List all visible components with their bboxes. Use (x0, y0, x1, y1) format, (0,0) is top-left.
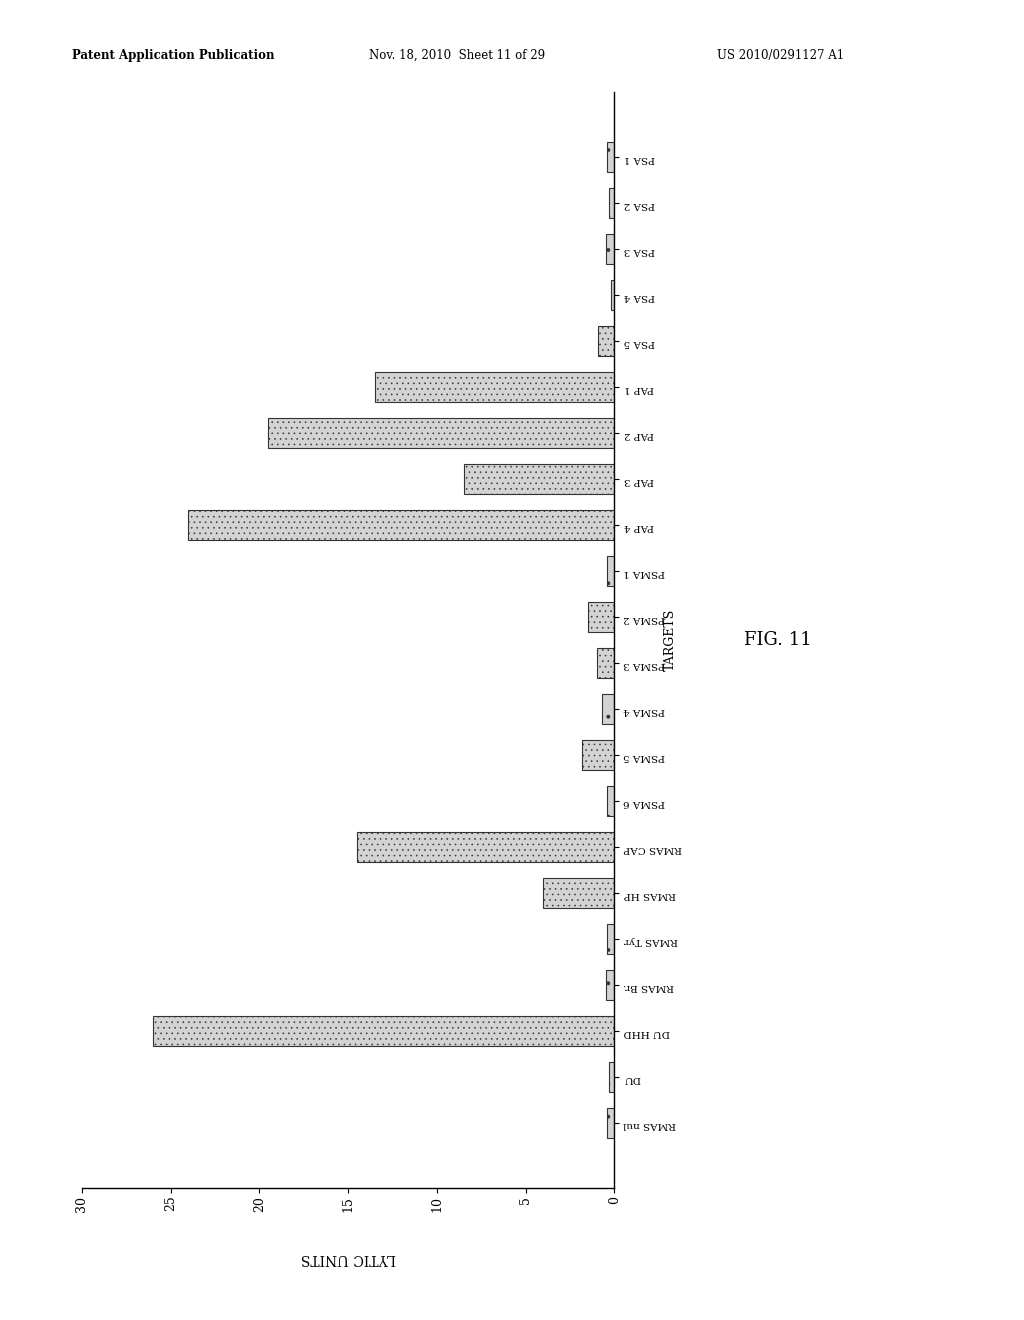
Bar (598, 326, 614, 356)
Bar (605, 970, 614, 1001)
Bar (607, 556, 614, 586)
Bar (609, 1063, 614, 1092)
Bar (607, 143, 614, 172)
Text: FIG. 11: FIG. 11 (744, 631, 812, 649)
Bar (464, 465, 614, 494)
Bar (268, 418, 614, 447)
Bar (607, 924, 614, 954)
Bar (602, 694, 614, 725)
Bar (611, 280, 614, 310)
Bar (607, 787, 614, 816)
Text: Nov. 18, 2010  Sheet 11 of 29: Nov. 18, 2010 Sheet 11 of 29 (369, 49, 545, 62)
Bar (609, 189, 614, 218)
Text: Patent Application Publication: Patent Application Publication (72, 49, 274, 62)
Bar (583, 741, 614, 770)
Bar (605, 234, 614, 264)
Text: TARGETS: TARGETS (665, 609, 677, 672)
Bar (188, 511, 614, 540)
Bar (357, 833, 614, 862)
Bar (597, 648, 614, 678)
Bar (588, 602, 614, 632)
Bar (153, 1016, 614, 1047)
X-axis label: LYTIC UNITS: LYTIC UNITS (301, 1250, 395, 1265)
Bar (607, 1109, 614, 1138)
Bar (375, 372, 614, 403)
Bar (544, 878, 614, 908)
Text: US 2010/0291127 A1: US 2010/0291127 A1 (717, 49, 844, 62)
